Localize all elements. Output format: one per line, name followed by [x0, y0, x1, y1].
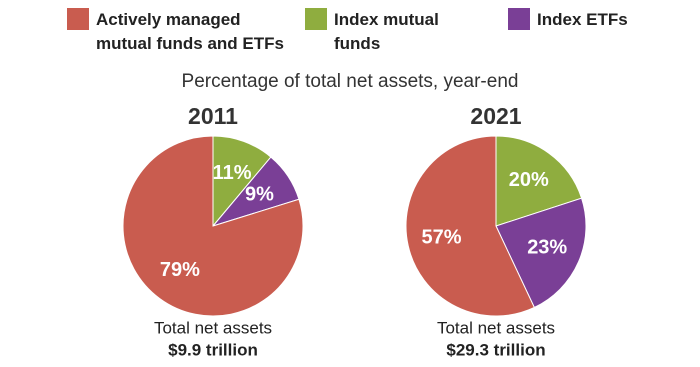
data-label: 23%: [527, 236, 567, 258]
pie-title: 2021: [470, 103, 521, 129]
pie-slice: [495, 135, 583, 227]
data-label: 11%: [213, 162, 252, 184]
footer: Total net assets: [437, 318, 555, 337]
data-label: 20%: [509, 169, 549, 191]
pie-title: 2011: [188, 103, 238, 129]
footer: Total net assets: [154, 318, 272, 337]
data-label: 57%: [422, 226, 462, 248]
total: $9.9 trillion: [168, 340, 258, 359]
total: $29.3 trillion: [446, 340, 545, 359]
data-label: 79%: [160, 259, 200, 281]
legend-label: Index ETFs: [537, 10, 628, 29]
legend-swatch: [305, 8, 327, 30]
legend-label: Index mutual funds: [334, 10, 439, 53]
chart-title: Percentage of total net assets, year-end: [182, 71, 519, 92]
legend-swatch: [508, 8, 530, 30]
legend-swatch: [67, 8, 89, 30]
pie-slice: [122, 135, 304, 317]
legend-item: Index ETFs: [508, 8, 658, 32]
pie-slice: [405, 135, 535, 317]
legend-item: Actively managed mutual funds and ETFs: [67, 8, 287, 56]
pie-slice: [495, 197, 587, 309]
data-label: 9%: [245, 183, 274, 205]
legend-item: Index mutual funds: [305, 8, 485, 56]
legend-label: Actively managed mutual funds and ETFs: [96, 10, 284, 53]
